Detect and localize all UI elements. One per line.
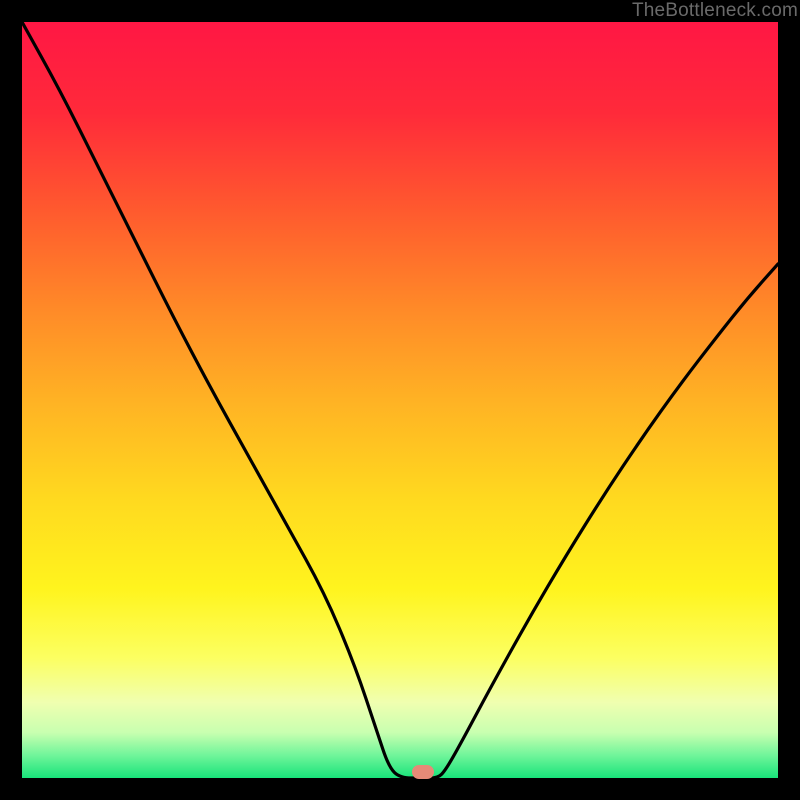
plot-area: [22, 22, 778, 778]
optimal-point-marker: [412, 765, 434, 779]
watermark-text: TheBottleneck.com: [632, 0, 798, 22]
bottleneck-curve: [22, 22, 778, 778]
